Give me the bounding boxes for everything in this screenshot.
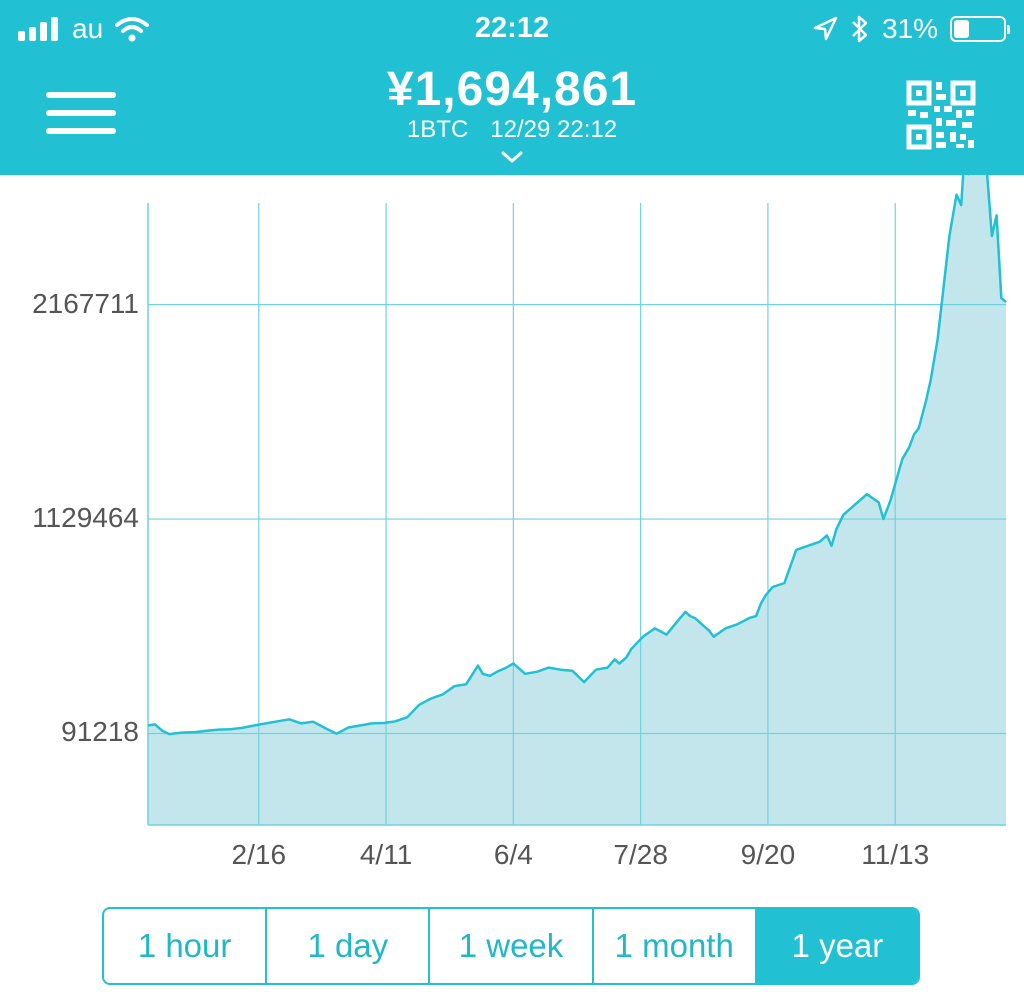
- x-tick-label: 9/20: [740, 839, 796, 870]
- status-bar-right: 31%: [812, 12, 1010, 46]
- price-timestamp: 12/29 22:12: [490, 116, 618, 143]
- status-bar-left: au: [18, 12, 150, 46]
- app-header: au 22:12 31% ¥1,694,861 1BTC 12/29 22:12: [0, 0, 1024, 175]
- location-arrow-icon: [813, 16, 838, 41]
- battery-percent: 31%: [881, 13, 938, 44]
- signal-bars-icon: [18, 17, 58, 41]
- price-subtitle: 1BTC 12/29 22:12: [0, 116, 1024, 144]
- x-tick-label: 7/28: [613, 839, 668, 870]
- price-unit: 1BTC: [406, 116, 469, 143]
- x-tick-label: 2/16: [231, 839, 287, 870]
- range-option-1-month[interactable]: 1 month: [594, 909, 757, 983]
- price-line: [147, 175, 1007, 736]
- range-option-1-year[interactable]: 1 year: [756, 909, 918, 983]
- x-tick-label: 11/13: [861, 839, 930, 870]
- price-area-fill: [148, 175, 1006, 825]
- battery-level: [954, 20, 969, 38]
- battery-icon: [950, 16, 1010, 42]
- range-option-1-hour[interactable]: 1 hour: [104, 909, 268, 983]
- chevron-down-icon[interactable]: [500, 148, 524, 166]
- y-tick-label: 91218: [61, 716, 139, 748]
- status-time: 22:12: [474, 12, 550, 44]
- x-tick-label: 4/11: [359, 839, 413, 870]
- wifi-icon: [115, 17, 150, 42]
- y-tick-label: 2167711: [32, 287, 139, 319]
- bluetooth-icon: [852, 15, 868, 43]
- carrier-label: au: [72, 13, 104, 44]
- qr-code-icon[interactable]: [906, 80, 976, 150]
- y-tick-label: 1129464: [32, 502, 139, 534]
- btc-price: ¥1,694,861: [386, 63, 638, 116]
- range-option-1-day[interactable]: 1 day: [267, 909, 431, 983]
- time-range-selector: 1 hour 1 day 1 week 1 month 1 year: [102, 907, 920, 985]
- price-chart-svg: [147, 175, 1007, 826]
- range-option-1-week[interactable]: 1 week: [430, 909, 594, 983]
- price-chart[interactable]: 2167711 1129464 91218 2/16 4/11 6/4 7/28 9/20 1…: [0, 175, 1024, 895]
- hamburger-menu-icon[interactable]: [46, 92, 116, 136]
- x-tick-label: 6/4: [493, 839, 533, 870]
